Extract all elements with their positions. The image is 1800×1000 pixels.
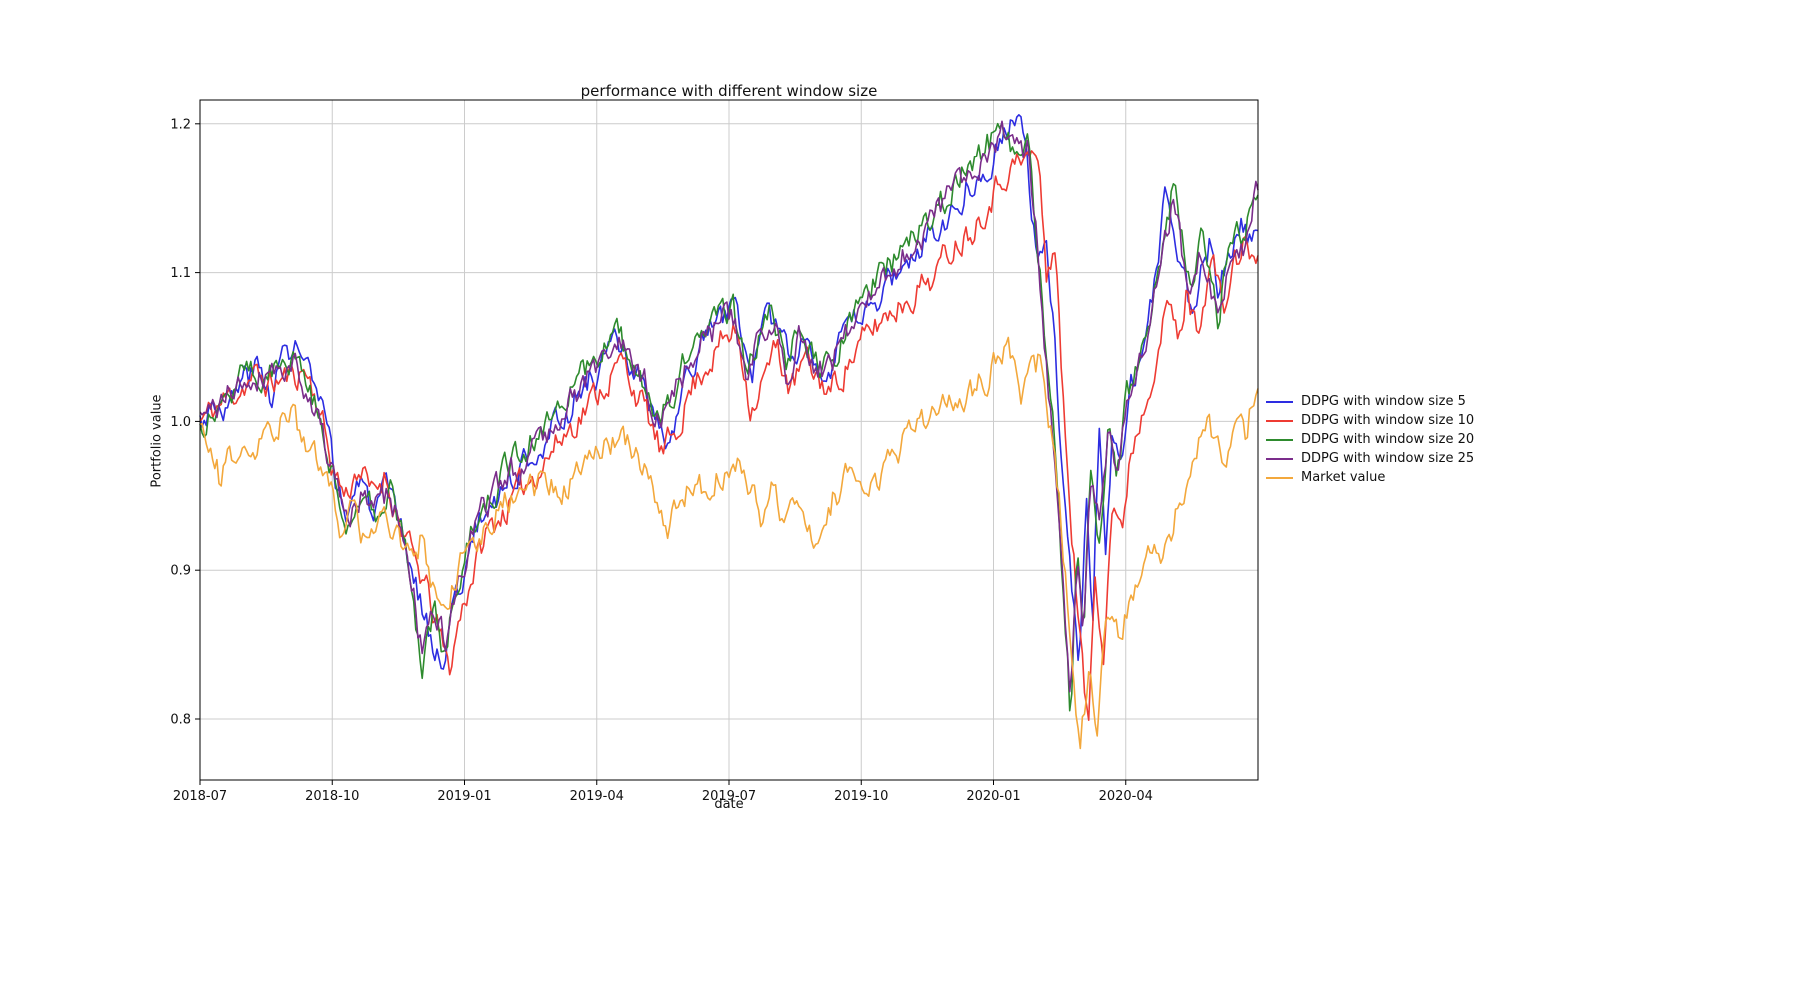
y-tick-label: 1.0: [170, 415, 191, 430]
legend-label: DDPG with window size 25: [1301, 451, 1475, 466]
legend-label: Market value: [1301, 470, 1386, 485]
legend-line-swatch: [1266, 457, 1293, 460]
series-line-4: [199, 336, 1259, 750]
y-tick-label: 1.2: [170, 117, 191, 132]
x-tick-label: 2020-01: [966, 789, 1020, 804]
legend: DDPG with window size 5 DDPG with window…: [1266, 392, 1474, 487]
legend-label: DDPG with window size 5: [1301, 394, 1466, 409]
legend-line-swatch: [1266, 476, 1293, 479]
series-line-1: [199, 150, 1259, 721]
legend-item-ddpg-20: DDPG with window size 20: [1266, 430, 1474, 449]
x-tick-label: 2020-04: [1099, 789, 1153, 804]
x-tick-label: 2019-01: [437, 789, 491, 804]
x-tick-label: 2018-10: [305, 789, 359, 804]
legend-item-ddpg-5: DDPG with window size 5: [1266, 392, 1474, 411]
legend-item-ddpg-25: DDPG with window size 25: [1266, 449, 1474, 468]
x-axis-label: date: [714, 797, 744, 812]
legend-label: DDPG with window size 20: [1301, 432, 1475, 447]
y-tick-label: 1.1: [170, 266, 191, 281]
legend-item-ddpg-10: DDPG with window size 10: [1266, 411, 1474, 430]
x-tick-label: 2018-07: [173, 789, 227, 804]
x-tick-label: 2019-04: [570, 789, 624, 804]
x-tick-label: 2019-07: [702, 789, 756, 804]
y-axis-label: Portfolio value: [149, 394, 165, 488]
chart-title: performance with different window size: [580, 82, 878, 100]
y-tick-label: 0.8: [170, 712, 191, 727]
series-line-3: [199, 120, 1259, 693]
legend-line-swatch: [1266, 400, 1293, 403]
legend-line-swatch: [1266, 419, 1293, 422]
legend-line-swatch: [1266, 438, 1293, 441]
y-tick-label: 0.9: [170, 564, 191, 579]
x-tick-label: 2019-10: [834, 789, 888, 804]
legend-label: DDPG with window size 10: [1301, 413, 1475, 428]
legend-item-market: Market value: [1266, 468, 1474, 487]
